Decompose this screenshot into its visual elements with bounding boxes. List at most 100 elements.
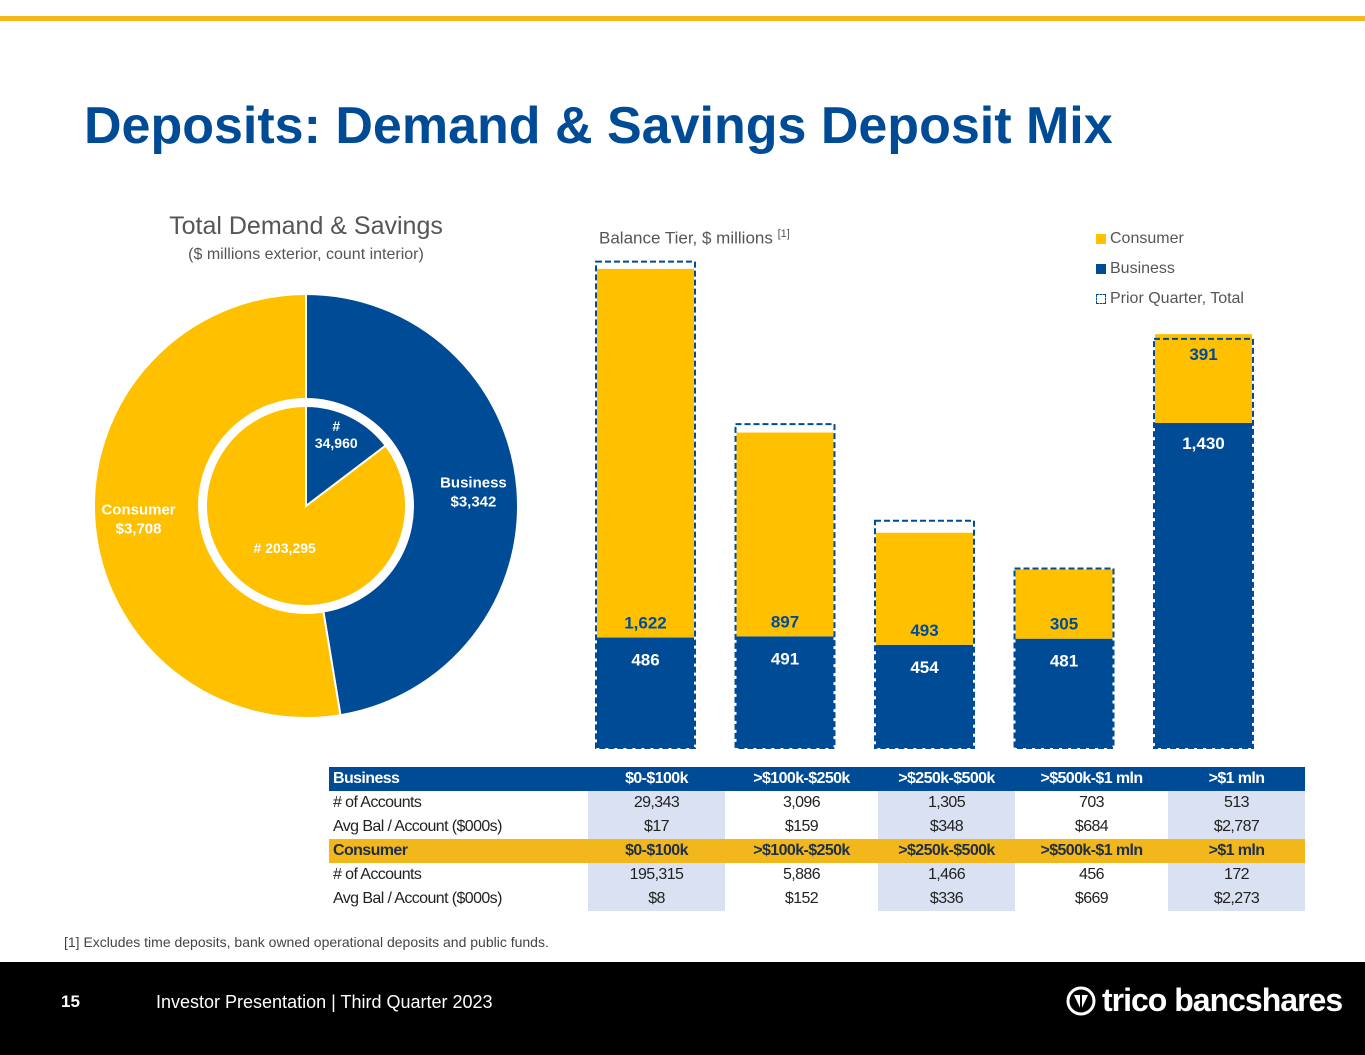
table-cell: $152 [733,887,870,911]
bar-label-business-4: 1,430 [1182,434,1225,453]
bar-consumer-0 [597,268,694,638]
table-gap [870,815,878,839]
bar-label-business-2: 454 [910,658,939,677]
table-gap [725,815,733,839]
table-gap [1015,815,1023,839]
bar-label-business-1: 491 [771,649,799,668]
company-logo: trico bancshares [1066,982,1343,1019]
footnote: [1] Excludes time deposits, bank owned o… [64,934,549,950]
inner-slice-consumer [205,404,407,607]
table-gap [870,791,878,815]
bar-chart-legend: Consumer Business Prior Quarter, Total [1096,224,1244,314]
table-column-header: >$1 mln [1168,839,1305,863]
table-row: # of Accounts 195,315 5,886 1,466 456 172 [329,863,1305,887]
table-gap [1015,839,1023,863]
table-cell: 29,343 [588,791,725,815]
table-row: Avg Bal / Account ($000s) $8 $152 $336 $669 $… [329,887,1305,911]
table-gap [1015,887,1023,911]
table-gap [725,887,733,911]
top-accent-rule [0,16,1365,21]
table-cell: 3,096 [733,791,870,815]
bar-consumer-3 [1015,569,1113,639]
bar-label-consumer-3: 305 [1050,615,1078,634]
table-column-header: >$500k-$1 mln [1023,839,1160,863]
bar-consumer-2 [876,532,973,645]
bar-consumer-1 [736,432,834,637]
table-cell: $336 [878,887,1015,911]
table-cell: 1,305 [878,791,1015,815]
bar-chart-title-footnote-ref: [1] [777,228,790,240]
table-section-label-business: Business [329,767,588,791]
table-cell: $17 [588,815,725,839]
table-row-label: # of Accounts [329,863,588,887]
bar-prior-quarter-3 [1013,567,1115,749]
bar-prior-quarter-0 [595,260,696,749]
table-cell: $2,787 [1168,815,1305,839]
logo-emblem-icon [1066,986,1096,1015]
bar-business-2 [876,644,973,748]
balance-tier-table: Business $0-$100k >$100k-$250k >$250k-$500k… [329,767,1305,911]
outer-label-consumer: Consumer $3,708 [101,502,175,538]
table-gap [1160,863,1168,887]
table-gap [725,839,733,863]
table-row-label: # of Accounts [329,791,588,815]
bar-label-business-3: 481 [1050,652,1078,671]
bar-label-consumer-0: 1,622 [624,614,667,633]
legend-swatch-business [1096,264,1106,274]
table-gap [870,863,878,887]
table-gap [870,887,878,911]
table-gap [1160,887,1168,911]
table-cell: $159 [733,815,870,839]
table-gap [725,767,733,791]
table-gap [1015,767,1023,791]
table-column-header: $0-$100k [588,767,725,791]
bar-label-consumer-2: 493 [910,621,938,640]
bar-label-consumer-1: 897 [771,612,799,631]
pie-chart-subtitle: ($ millions exterior, count interior) [188,246,424,263]
table-gap [1160,815,1168,839]
table-gap [1015,791,1023,815]
table-cell: 513 [1168,791,1305,815]
legend-swatch-prior-quarter [1096,294,1106,304]
table-cell: $684 [1023,815,1160,839]
bar-business-3 [1015,638,1113,748]
table-row: Avg Bal / Account ($000s) $17 $159 $348 $684… [329,815,1305,839]
table-cell: 5,886 [733,863,870,887]
table-row-label: Avg Bal / Account ($000s) [329,815,588,839]
legend-item-consumer: Consumer [1096,224,1244,254]
table-cell: $8 [588,887,725,911]
table-cell: 195,315 [588,863,725,887]
donut-chart: Business $3,342 Consumer $3,708 # 34,960 # 203… [93,292,520,719]
table-cell: $2,273 [1168,887,1305,911]
bar-chart-title-text: Balance Tier, $ millions [599,228,773,248]
table-cell: $669 [1023,887,1160,911]
table-gap [1160,791,1168,815]
table-column-header: >$250k-$500k [878,767,1015,791]
bar-business-1 [736,636,834,748]
bar-prior-quarter-1 [734,423,836,749]
table-column-header: >$500k-$1 mln [1023,767,1160,791]
table-row: # of Accounts 29,343 3,096 1,305 703 513 [329,791,1305,815]
bar-label-business-0: 486 [631,651,659,670]
logo-text: trico bancshares [1102,982,1343,1018]
legend-label-consumer: Consumer [1110,230,1184,247]
table-header-business: Business $0-$100k >$100k-$250k >$250k-$500k… [329,767,1305,791]
bar-prior-quarter-2 [874,519,975,750]
table-column-header: >$100k-$250k [733,839,870,863]
table-cell: 456 [1023,863,1160,887]
inner-slice-business [305,404,388,509]
table-cell: 1,466 [878,863,1015,887]
table-row-label: Avg Bal / Account ($000s) [329,887,588,911]
table-gap [1160,839,1168,863]
page-number: 15 [61,992,80,1011]
bar-prior-quarter-4 [1153,337,1254,749]
bar-business-0 [597,637,694,748]
bar-business-4 [1155,423,1252,748]
bar-consumer-4 [1155,334,1252,423]
legend-item-business: Business [1096,254,1244,284]
legend-swatch-consumer [1096,234,1106,244]
legend-label-prior-quarter: Prior Quarter, Total [1110,290,1244,307]
outer-label-business: Business $3,342 [440,474,507,510]
table-section-label-consumer: Consumer [329,839,588,863]
